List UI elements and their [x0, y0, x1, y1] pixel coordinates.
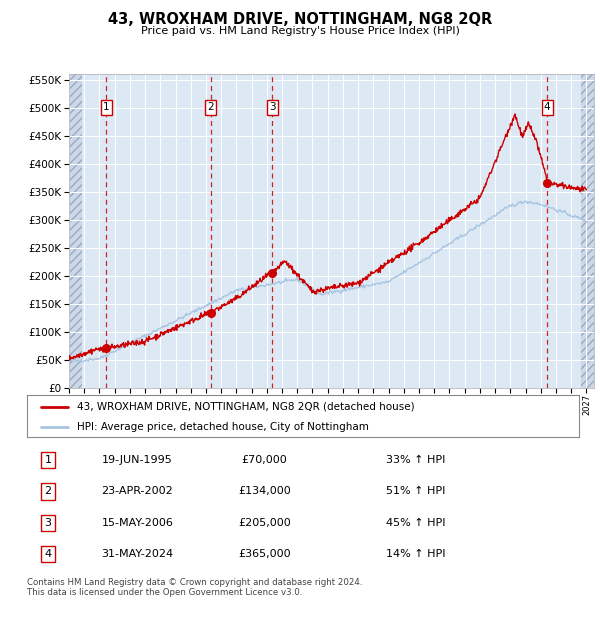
Text: £134,000: £134,000 [238, 487, 291, 497]
Text: 15-MAY-2006: 15-MAY-2006 [101, 518, 173, 528]
Bar [69, 74, 82, 388]
Text: 45% ↑ HPI: 45% ↑ HPI [386, 518, 445, 528]
Text: 43, WROXHAM DRIVE, NOTTINGHAM, NG8 2QR (detached house): 43, WROXHAM DRIVE, NOTTINGHAM, NG8 2QR (… [77, 402, 415, 412]
Text: 4: 4 [44, 549, 52, 559]
Text: £70,000: £70,000 [241, 455, 287, 465]
Text: 1: 1 [44, 455, 52, 465]
Text: 1: 1 [103, 102, 110, 112]
Text: £365,000: £365,000 [238, 549, 290, 559]
Text: 4: 4 [544, 102, 550, 112]
Text: 19-JUN-1995: 19-JUN-1995 [102, 455, 173, 465]
Text: 2: 2 [208, 102, 214, 112]
Text: 23-APR-2002: 23-APR-2002 [101, 487, 173, 497]
Text: 51% ↑ HPI: 51% ↑ HPI [386, 487, 445, 497]
Text: £205,000: £205,000 [238, 518, 291, 528]
Text: 3: 3 [44, 518, 52, 528]
Text: 31-MAY-2024: 31-MAY-2024 [101, 549, 173, 559]
Bar [581, 74, 594, 388]
Text: Contains HM Land Registry data © Crown copyright and database right 2024.
This d: Contains HM Land Registry data © Crown c… [27, 578, 362, 597]
Text: 43, WROXHAM DRIVE, NOTTINGHAM, NG8 2QR: 43, WROXHAM DRIVE, NOTTINGHAM, NG8 2QR [108, 12, 492, 27]
Text: Price paid vs. HM Land Registry's House Price Index (HPI): Price paid vs. HM Land Registry's House … [140, 26, 460, 36]
Text: 33% ↑ HPI: 33% ↑ HPI [386, 455, 445, 465]
Text: HPI: Average price, detached house, City of Nottingham: HPI: Average price, detached house, City… [77, 422, 368, 432]
Text: 14% ↑ HPI: 14% ↑ HPI [386, 549, 445, 559]
Text: 3: 3 [269, 102, 276, 112]
Text: 2: 2 [44, 487, 52, 497]
